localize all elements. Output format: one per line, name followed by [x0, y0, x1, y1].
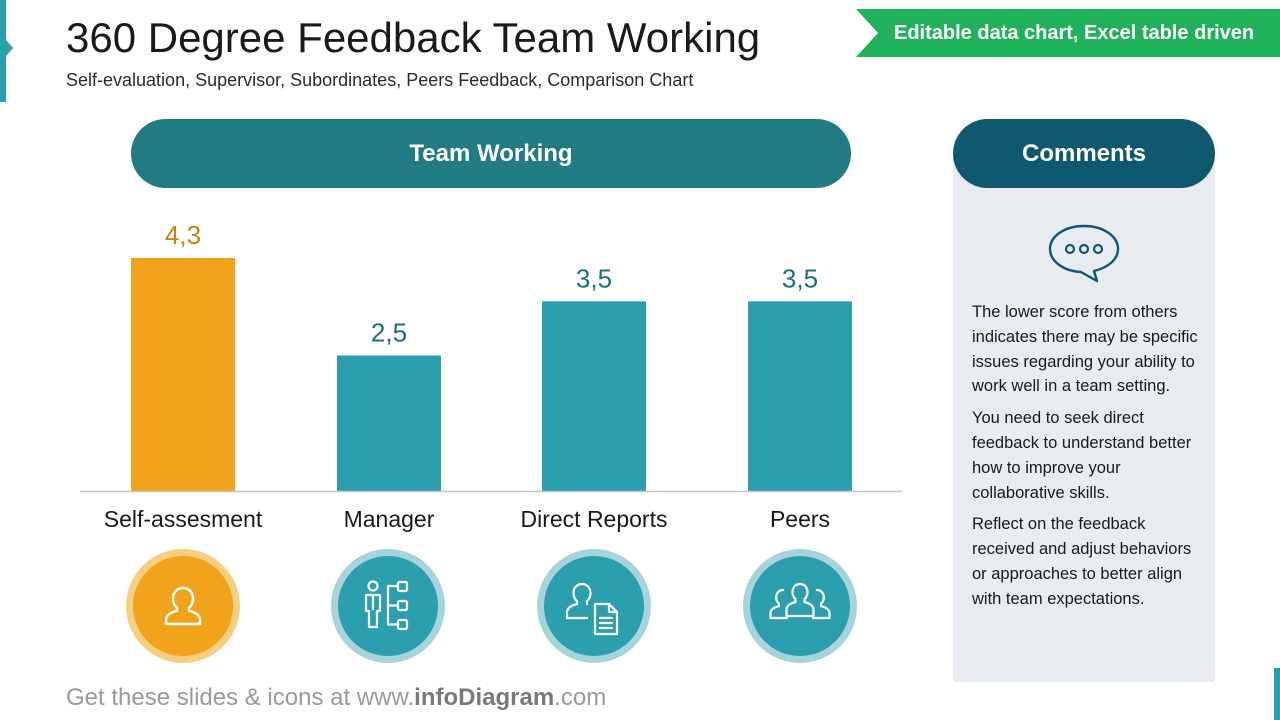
category-label-direct-reports: Direct Reports	[521, 506, 668, 532]
bar-peers	[748, 301, 852, 491]
editable-chart-ribbon: Editable data chart, Excel table driven	[856, 9, 1280, 57]
left-accent-bar	[0, 0, 6, 102]
category-label-manager: Manager	[344, 506, 435, 532]
comments-panel	[953, 150, 1215, 682]
speech-bubble-icon	[1048, 224, 1120, 283]
person-icon	[164, 586, 202, 626]
bar-self-assesment	[131, 257, 235, 491]
page-subtitle: Self-evaluation, Supervisor, Subordinate…	[66, 70, 694, 90]
comments-text: The lower score from others indicates th…	[972, 300, 1208, 619]
comment-paragraph: You need to seek direct feedback to unde…	[972, 409, 1192, 502]
page-title: 360 Degree Feedback Team Working	[66, 14, 761, 61]
data-label-self-assesment: 4,3	[165, 220, 201, 250]
footer-suffix: .com	[554, 684, 607, 711]
ribbon-label: Editable data chart, Excel table driven	[894, 21, 1255, 44]
bar-manager	[337, 355, 441, 491]
bar-direct-reports	[542, 301, 646, 491]
group-icon	[769, 582, 831, 620]
footer-link[interactable]: Get these slides & icons at www.infoDiag…	[66, 684, 606, 712]
chart-header-pill: Team Working	[131, 119, 851, 188]
manager-icon-circle	[331, 549, 445, 663]
comments-header-label: Comments	[1021, 139, 1147, 167]
left-accent-notch	[6, 40, 13, 56]
category-label-peers: Peers	[770, 506, 830, 532]
category-label-self-assesment: Self-assesment	[104, 506, 263, 532]
data-label-direct-reports: 3,5	[576, 263, 612, 293]
data-label-peers: 3,5	[782, 263, 818, 293]
direct-reports-icon-circle	[537, 549, 651, 663]
right-accent-bar	[1274, 668, 1280, 720]
peers-icon-circle	[743, 549, 857, 663]
chart-header-label: Team Working	[409, 139, 573, 167]
org-chart-icon	[364, 580, 409, 631]
data-label-manager: 2,5	[371, 318, 407, 348]
comment-paragraph: Reflect on the feedback received and adj…	[972, 515, 1192, 608]
footer-prefix: Get these slides & icons at www.	[66, 684, 415, 711]
comment-paragraph: The lower score from others indicates th…	[972, 303, 1198, 396]
person-document-icon	[565, 582, 619, 636]
comments-header-pill: Comments	[953, 119, 1215, 188]
self-assessment-icon-circle	[126, 549, 240, 663]
footer-brand: infoDiagram	[414, 684, 555, 711]
